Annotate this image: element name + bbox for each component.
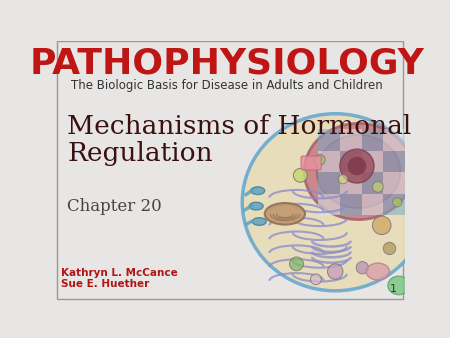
Ellipse shape bbox=[317, 135, 400, 208]
Bar bbox=[340, 172, 362, 194]
Bar bbox=[383, 172, 405, 194]
Text: Mechanisms of Hormonal: Mechanisms of Hormonal bbox=[67, 114, 411, 139]
Ellipse shape bbox=[251, 187, 265, 195]
Circle shape bbox=[348, 157, 366, 175]
Bar bbox=[340, 194, 362, 215]
Text: PATHOPHYSIOLOGY: PATHOPHYSIOLOGY bbox=[29, 47, 424, 81]
Circle shape bbox=[293, 168, 307, 182]
Bar bbox=[362, 194, 383, 215]
Text: Kathryn L. McCance: Kathryn L. McCance bbox=[61, 268, 178, 278]
Ellipse shape bbox=[265, 203, 305, 224]
Ellipse shape bbox=[252, 218, 266, 225]
Bar bbox=[318, 151, 340, 172]
Text: Chapter 20: Chapter 20 bbox=[67, 198, 162, 215]
Circle shape bbox=[383, 242, 396, 255]
Bar bbox=[318, 172, 340, 194]
Ellipse shape bbox=[304, 123, 413, 220]
Circle shape bbox=[373, 182, 383, 192]
Text: Regulation: Regulation bbox=[67, 141, 213, 166]
Bar bbox=[383, 129, 405, 151]
Ellipse shape bbox=[249, 202, 263, 210]
Ellipse shape bbox=[366, 263, 390, 280]
Circle shape bbox=[338, 174, 348, 184]
Bar bbox=[383, 151, 405, 172]
Circle shape bbox=[314, 154, 325, 165]
FancyBboxPatch shape bbox=[301, 156, 321, 170]
Bar bbox=[362, 151, 383, 172]
Ellipse shape bbox=[388, 276, 410, 295]
Circle shape bbox=[356, 262, 369, 274]
Text: 1: 1 bbox=[390, 284, 397, 293]
Bar bbox=[340, 129, 362, 151]
Bar bbox=[362, 129, 383, 151]
Bar bbox=[340, 151, 362, 172]
Bar bbox=[318, 194, 340, 215]
Circle shape bbox=[340, 149, 374, 183]
Circle shape bbox=[289, 257, 303, 271]
Circle shape bbox=[392, 198, 402, 207]
Bar bbox=[362, 172, 383, 194]
Text: The Biologic Basis for Disease in Adults and Children: The Biologic Basis for Disease in Adults… bbox=[71, 79, 382, 92]
Bar bbox=[318, 129, 340, 151]
Circle shape bbox=[310, 274, 321, 285]
Circle shape bbox=[328, 264, 343, 279]
Bar bbox=[383, 194, 405, 215]
Ellipse shape bbox=[242, 114, 428, 291]
Circle shape bbox=[373, 216, 391, 235]
Text: Sue E. Huether: Sue E. Huether bbox=[61, 279, 149, 289]
